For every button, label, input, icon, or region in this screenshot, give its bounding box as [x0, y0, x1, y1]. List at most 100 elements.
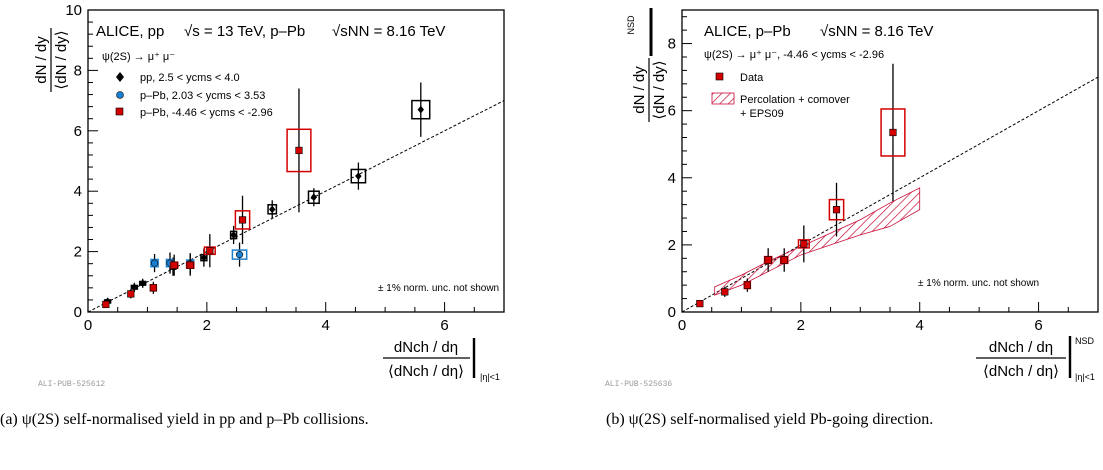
point-ppb-bwd [149, 284, 157, 292]
svg-text:dN / dy: dN / dy [33, 36, 50, 84]
syst-box-ppb-bwd [234, 210, 251, 230]
header-snn: √sNN = 8.16 TeV [820, 23, 933, 40]
legend-marker-pp [116, 72, 124, 82]
legend: Data Percolation + comover + EPS09 [711, 72, 853, 120]
syst-box-ppb-fwd [231, 249, 248, 260]
model-band [714, 187, 921, 296]
header-left: ALICE, pp [96, 23, 164, 40]
x-tick-label: 2 [203, 317, 211, 334]
header-snn: √sNN = 8.16 TeV [332, 23, 445, 40]
reference-line [87, 100, 505, 313]
point-ppb-bwd [743, 281, 751, 289]
norm-note: ± 1% norm. unc. not shown [918, 278, 1039, 289]
y-tick-label: 6 [74, 123, 82, 140]
y-axis-title: dN / dy ⟨dN / dy⟩ [33, 28, 70, 92]
caption-a: (a) ψ(2S) self-normalised yield in pp an… [0, 411, 369, 428]
point-ppb-bwd [780, 256, 788, 264]
legend-marker-ppb-fwd [116, 91, 124, 99]
point-pp [355, 172, 362, 181]
x-axis-title: dNch / dη ⟨dNch / dη⟩ NSD |η|<1 [976, 336, 1095, 382]
point-ppb-bwd [186, 261, 194, 269]
legend-marker-data [715, 72, 724, 81]
x-axis-title: dNch / dη ⟨dNch / dη⟩ |η|<1 [383, 338, 500, 382]
pub-id: ALI-PUB-525612 [38, 380, 105, 389]
y-tick-label: 0 [74, 304, 82, 321]
decay-label: ψ(2S) → μ⁺ μ⁻, -4.46 < ycms < -2.96 [704, 49, 884, 61]
legend-label-ppb-bwd: p–Pb, -4.46 < ycms < -2.96 [140, 107, 273, 119]
y-tick-label: 4 [668, 170, 676, 187]
point-ppb-bwd [170, 261, 178, 269]
legend-marker-band [711, 92, 735, 105]
legend-label-band: Percolation + comover + EPS09 [740, 94, 853, 120]
point-ppb-bwd [721, 288, 729, 296]
y-tick-label: 8 [74, 62, 82, 79]
point-pp [417, 105, 424, 114]
x-tick-label: 2 [797, 317, 805, 334]
data-marks [87, 82, 505, 313]
svg-text:|η|<1: |η|<1 [1075, 372, 1095, 382]
y-tick-label: 10 [65, 2, 82, 19]
y-tick-label: 2 [668, 237, 676, 254]
header-left: ALICE, p–Pb [704, 23, 791, 40]
svg-text:⟨dNch / dη⟩: ⟨dNch / dη⟩ [983, 363, 1059, 380]
svg-text:dNch / dη: dNch / dη [394, 339, 458, 356]
svg-text:⟨dN / dy⟩: ⟨dN / dy⟩ [53, 30, 70, 89]
svg-text:dN / dy: dN / dy [631, 66, 648, 114]
syst-box-pp [267, 204, 278, 215]
caption-b: (b) ψ(2S) self-normalised yield Pb-going… [606, 411, 933, 428]
syst-box-pp [307, 190, 320, 205]
legend-label-data: Data [740, 72, 764, 84]
chart-panel-a: dN / dy ⟨dN / dy⟩ ALICE, pp √s = 13 TeV,… [0, 2, 505, 428]
x-tick-label: 6 [440, 317, 448, 334]
syst-box-ppb-bwd [828, 198, 845, 221]
point-pp [200, 253, 208, 262]
syst-box-pp [350, 168, 367, 184]
data-marks [681, 63, 1099, 313]
axis-ticks: 0 2 4 6 0 2 4 6 8 10 [65, 2, 505, 334]
y-tick-label: 0 [668, 304, 676, 321]
point-pp [230, 230, 237, 239]
x-tick-label: 0 [84, 317, 92, 334]
legend-marker-ppb-bwd [115, 107, 124, 116]
point-pp [131, 283, 138, 292]
chart-panel-b: dN / dy ⟨dN / dy⟩ NSD ALICE, p–Pb √sNN =… [605, 8, 1099, 428]
point-ppb-bwd [238, 216, 247, 224]
header-rs: √s = 13 TeV, p–Pb [184, 23, 305, 40]
y-axis-title: dN / dy ⟨dN / dy⟩ NSD [626, 8, 668, 122]
axis-ticks: 0 2 4 6 0 2 4 6 8 [668, 16, 1099, 334]
syst-box-ppb-bwd [286, 128, 312, 173]
point-ppb-bwd [127, 290, 135, 298]
point-ppb-bwd [800, 240, 808, 248]
point-pp [310, 193, 318, 202]
point-pp [139, 279, 146, 288]
point-ppb-bwd [102, 300, 110, 309]
syst-box-ppb-bwd [203, 246, 216, 256]
x-tick-label: 6 [1034, 317, 1042, 334]
syst-box-ppb-bwd [797, 239, 810, 249]
svg-text:|η|<1: |η|<1 [480, 372, 500, 382]
point-pp [269, 205, 276, 214]
y-tick-label: 2 [74, 244, 82, 261]
point-ppb-fwd [235, 251, 244, 259]
y-tick-label: 8 [668, 36, 676, 53]
norm-note: ± 1% norm. unc. not shown [378, 283, 499, 294]
svg-text:⟨dNch / dη⟩: ⟨dNch / dη⟩ [388, 363, 464, 380]
legend-label-ppb-fwd: p–Pb, 2.03 < ycms < 3.53 [140, 90, 265, 102]
point-ppb-bwd [295, 146, 303, 155]
decay-label: ψ(2S) → μ⁺ μ⁻ [102, 51, 175, 63]
point-ppb-fwd [150, 259, 159, 267]
syst-box-pp [411, 99, 431, 120]
svg-text:dNch / dη: dNch / dη [989, 339, 1053, 356]
pub-id: ALI-PUB-525636 [605, 380, 672, 389]
point-ppb-bwd [832, 206, 841, 214]
syst-box-ppb-bwd [880, 108, 906, 157]
y-tick-label: 6 [668, 103, 676, 120]
x-tick-label: 0 [678, 317, 686, 334]
point-ppb-bwd [889, 128, 897, 137]
point-ppb-bwd [764, 256, 772, 264]
svg-text:NSD: NSD [1075, 336, 1095, 346]
legend-label-pp: pp, 2.5 < ycms < 4.0 [140, 72, 240, 84]
svg-text:NSD: NSD [626, 15, 636, 35]
legend: pp, 2.5 < ycms < 4.0 p–Pb, 2.03 < ycms <… [115, 72, 273, 119]
